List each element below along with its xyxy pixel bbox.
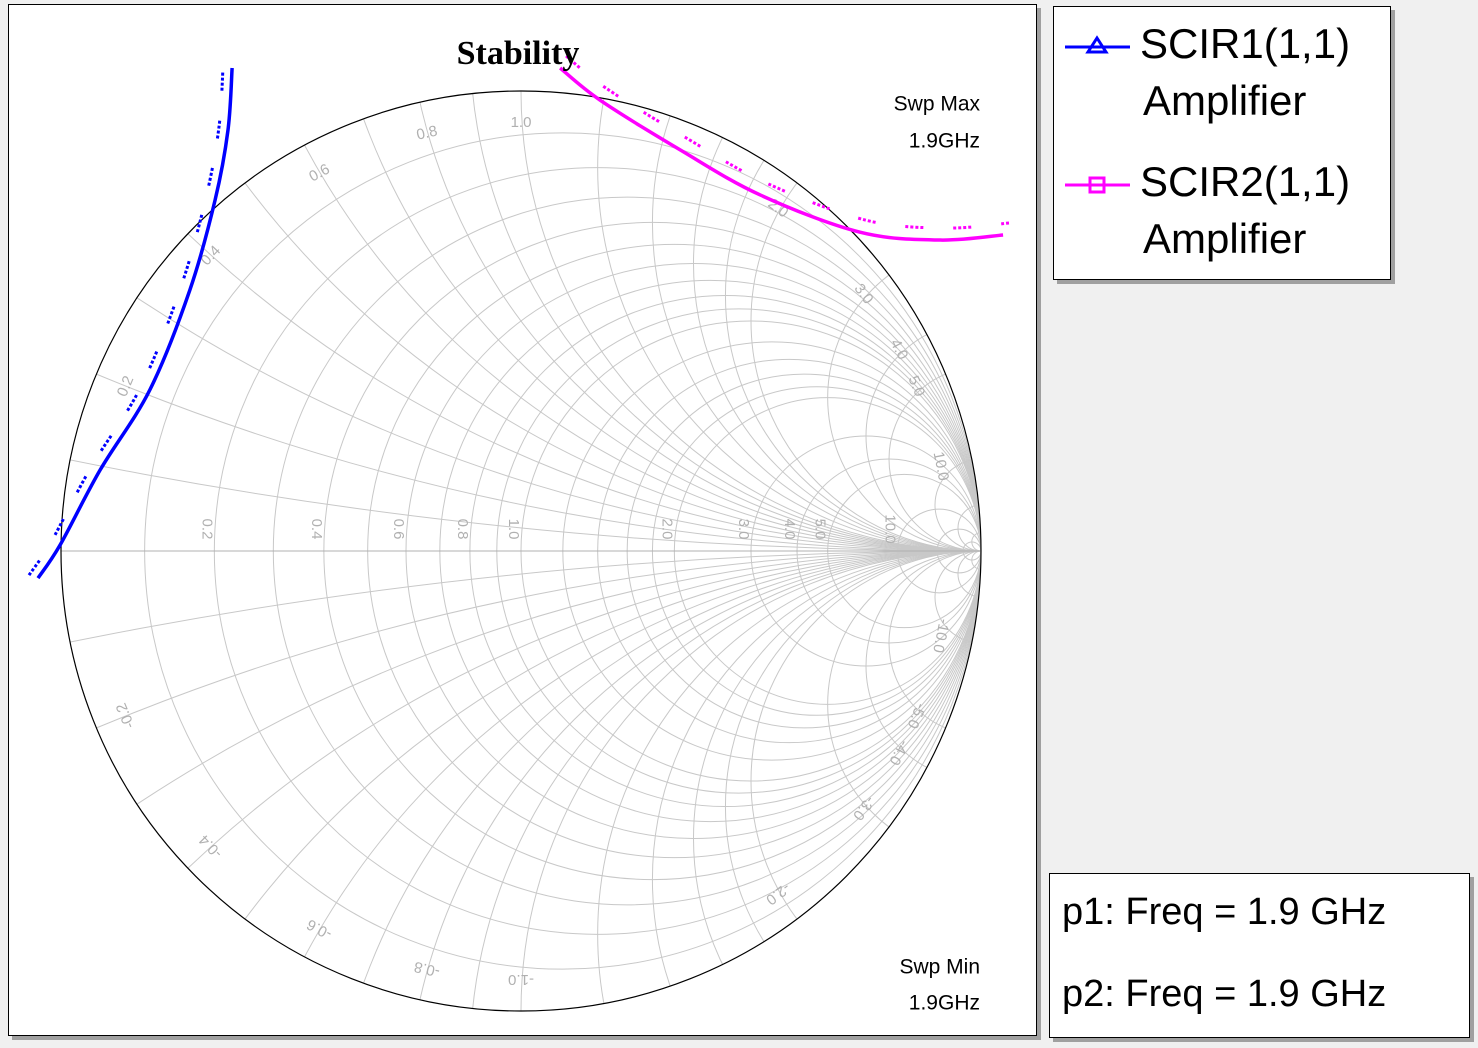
reactance-grid-line — [750, 91, 981, 552]
reactance-label: 5.0 — [905, 373, 929, 399]
reactance-label: 0.2 — [114, 373, 138, 399]
legend-name: SCIR1(1,1) — [1140, 20, 1350, 67]
reactance-grid-line — [693, 91, 981, 552]
reactance-grid-line — [934, 458, 981, 552]
resistance-label: 0.6 — [390, 519, 407, 540]
resistance-label: 0.2 — [198, 519, 215, 540]
legend-entries: SCIR1(1,1) Amplifier SCIR2(1,1) Amplifier — [1065, 20, 1350, 262]
resistance-label: 10.0 — [881, 514, 898, 543]
curves — [27, 54, 1010, 580]
resistance-label: 0.4 — [308, 519, 325, 540]
legend-subname: Amplifier — [1143, 215, 1306, 262]
reactance-grid-line — [827, 243, 981, 552]
reactance-grid-line — [651, 91, 981, 552]
chart-title: Stability — [457, 35, 580, 72]
reactance-grid-line — [888, 550, 981, 736]
reactance-grid-line — [651, 550, 981, 1011]
resistance-label: 1.0 — [505, 519, 522, 540]
reactance-grid-line — [957, 504, 981, 552]
legend-marker — [1088, 176, 1106, 194]
resistance-label: 5.0 — [812, 519, 829, 540]
stability-circle — [558, 66, 1004, 242]
stability-hatch — [565, 54, 1010, 230]
reactance-grid-line — [865, 320, 981, 552]
reactance-grid-line — [934, 550, 981, 644]
legend-name: SCIR2(1,1) — [1140, 158, 1350, 205]
sweep-min: 1.9GHz — [909, 992, 980, 1015]
sweep-max: 1.9GHz — [909, 130, 980, 153]
sweep-min-label: Swp Min — [899, 956, 980, 979]
resistance-label: 0.8 — [454, 519, 471, 540]
reactance-grid-line — [693, 550, 981, 1011]
unit-circle — [60, 90, 982, 1012]
reactance-grid-line — [865, 550, 981, 782]
marker-readout: p2: Freq = 1.9 GHz — [1062, 973, 1386, 1015]
reactance-label: 1.0 — [511, 114, 532, 131]
reactance-grid-line — [957, 550, 981, 598]
legend-subname: Amplifier — [1143, 77, 1306, 124]
resistance-label: 4.0 — [781, 519, 798, 540]
reactance-label: -10.0 — [929, 617, 952, 654]
reactance-grid-line — [750, 550, 981, 1011]
reactance-grid-line — [827, 550, 981, 859]
reactance-grid-line — [724, 91, 981, 552]
reactance-label: 0.8 — [415, 123, 439, 144]
stability-circle — [36, 67, 234, 580]
reactance-label: -1.0 — [508, 971, 534, 988]
reactance-grid-line — [724, 550, 981, 1011]
reactance-label: -0.8 — [412, 958, 441, 980]
reactance-label: 10.0 — [930, 450, 952, 482]
reactance-grid-line — [888, 366, 981, 552]
marker-readout: p1: Freq = 1.9 GHz — [1062, 891, 1386, 933]
marker-box — [1049, 873, 1470, 1038]
resistance-label: 2.0 — [658, 519, 675, 540]
legend — [1053, 6, 1391, 280]
legend-marker — [1085, 35, 1109, 54]
resistance-label: 3.0 — [735, 519, 752, 540]
sweep-max-label: Swp Max — [894, 93, 981, 116]
